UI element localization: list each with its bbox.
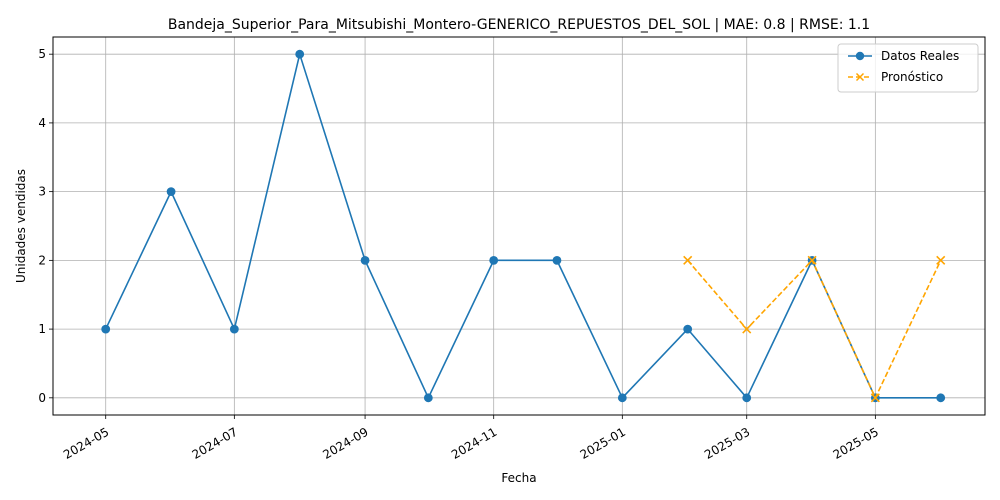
legend-box: [837, 43, 979, 93]
plot-area-frame: [52, 36, 986, 416]
data-point-datos-reales: [101, 324, 111, 334]
data-point-datos-reales: [295, 49, 305, 59]
data-point-pronostico: [683, 255, 693, 265]
data-point-datos-reales: [552, 255, 562, 265]
data-point-datos-reales: [617, 393, 627, 403]
y-tick-label: 5: [38, 47, 46, 61]
data-point-pronostico: [870, 393, 880, 403]
data-point-datos-reales: [166, 187, 176, 197]
data-point-datos-reales: [229, 324, 239, 334]
y-tick-label: 4: [38, 116, 46, 130]
y-tick-label: 0: [38, 391, 46, 405]
legend: Datos Reales Pronóstico: [837, 43, 979, 93]
data-point-pronostico: [807, 255, 817, 265]
data-point-pronostico: [742, 324, 752, 334]
plot-series: [101, 49, 946, 403]
data-point-datos-reales: [936, 393, 946, 403]
data-point-datos-reales: [489, 255, 499, 265]
x-axis-title: Fecha: [501, 471, 536, 485]
legend-label-pronostico: Pronóstico: [881, 70, 943, 84]
chart-title: Bandeja_Superior_Para_Mitsubishi_Montero…: [168, 17, 870, 33]
y-tick-label: 2: [38, 253, 46, 267]
data-point-datos-reales: [683, 324, 693, 334]
y-tick-label: 1: [38, 322, 46, 336]
data-point-datos-reales: [360, 255, 370, 265]
y-axis-title: Unidades vendidas: [14, 169, 28, 283]
data-point-pronostico: [936, 255, 946, 265]
legend-marker-pronostico: [855, 72, 865, 82]
y-tick-label: 3: [38, 185, 46, 199]
legend-label-datos-reales: Datos Reales: [881, 49, 959, 63]
data-point-datos-reales: [423, 393, 433, 403]
legend-marker-datos-reales: [855, 51, 865, 61]
series-line-datos-reales: [104, 53, 941, 399]
data-point-datos-reales: [742, 393, 752, 403]
